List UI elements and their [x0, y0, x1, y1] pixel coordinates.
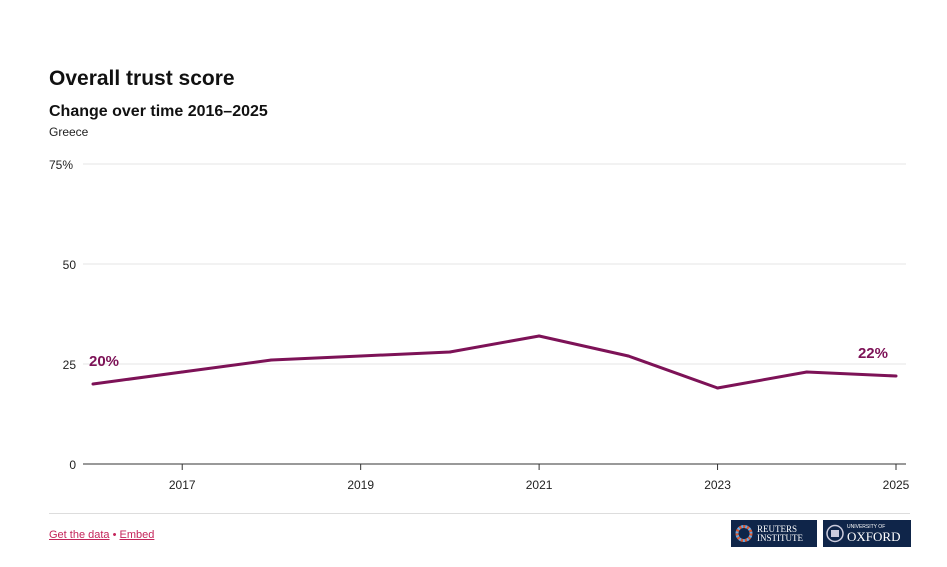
oxford-crest-icon: [826, 524, 844, 543]
data-label: 20%: [89, 353, 119, 370]
data-point: [716, 386, 720, 390]
x-tick-label: 2025: [883, 478, 910, 492]
data-point: [537, 334, 541, 338]
y-tick-label: 25: [63, 358, 77, 372]
logo-text: OXFORD: [847, 529, 901, 544]
data-label: 22%: [858, 345, 888, 362]
chart-subtitle: Change over time 2016–2025: [49, 103, 268, 120]
y-tick-label: 0: [69, 458, 76, 472]
reuters-institute-logo[interactable]: REUTERS INSTITUTE: [731, 520, 817, 547]
line-chart: 0 25 50 75% 2017 2019 2021 2023 2025 20% 22%: [49, 158, 910, 492]
x-tick-label: 2019: [347, 478, 374, 492]
data-point: [805, 370, 809, 374]
series-line-greece: [92, 334, 897, 390]
data-point: [626, 354, 630, 358]
chart-title: Overall trust score: [49, 67, 235, 90]
get-data-link[interactable]: Get the data: [49, 529, 110, 541]
x-tick-label: 2021: [526, 478, 553, 492]
chart-region: Greece: [49, 125, 89, 139]
logo-text: UNIVERSITY OF: [847, 524, 886, 530]
x-tick-label: 2023: [704, 478, 731, 492]
data-point: [269, 358, 273, 362]
footer-divider: [49, 513, 910, 514]
data-point: [448, 350, 452, 354]
data-point: [91, 382, 95, 386]
y-tick-label: 50: [63, 258, 77, 272]
embed-link[interactable]: Embed: [119, 529, 155, 541]
link-separator: •: [112, 529, 117, 541]
data-point: [359, 354, 363, 358]
x-tick-label: 2017: [169, 478, 196, 492]
oxford-logo[interactable]: UNIVERSITY OF OXFORD: [823, 520, 911, 547]
logo-text: INSTITUTE: [757, 532, 803, 543]
logo-text: REUTERS: [757, 523, 798, 534]
data-point: [894, 374, 898, 378]
reuters-dots-icon: [735, 525, 753, 542]
data-point: [180, 370, 184, 374]
footer-links: Get the data • Embed: [49, 529, 154, 541]
y-tick-label: 75%: [49, 158, 73, 172]
